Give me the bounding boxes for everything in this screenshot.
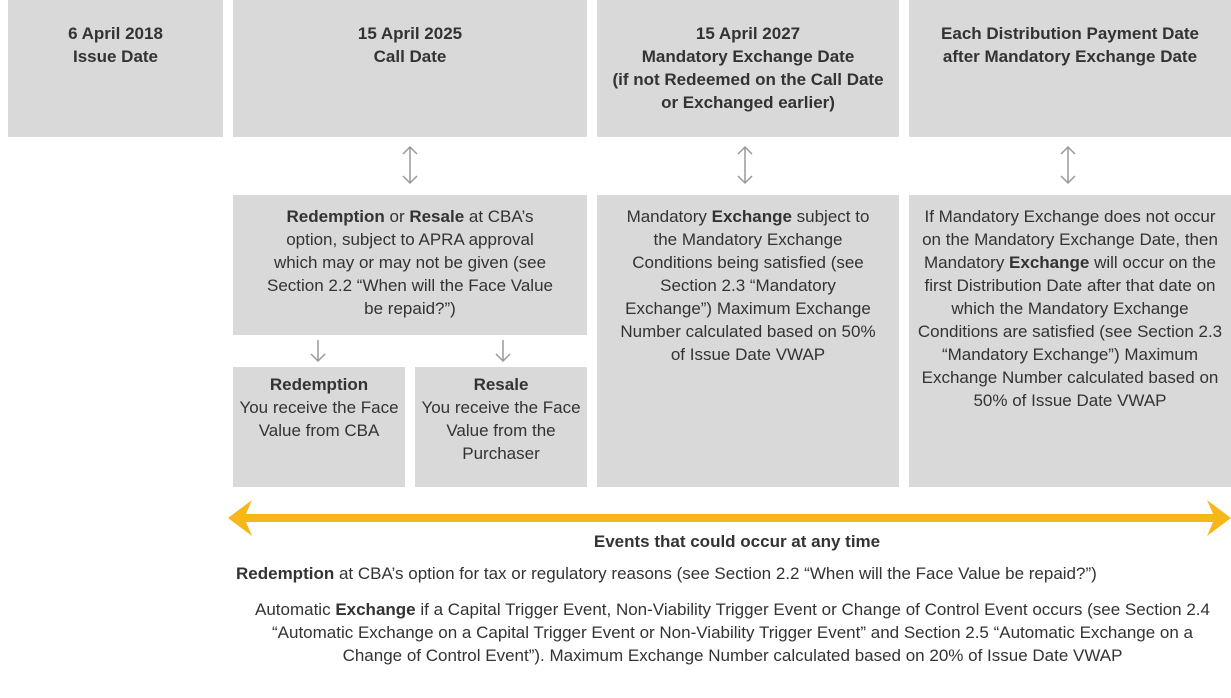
- text: subject to the Mandatory Exchange Condit…: [620, 207, 876, 364]
- outcome-text: You receive the Face Value from the Purc…: [421, 398, 581, 463]
- outcome-box: Redemption You receive the Face Value fr…: [233, 367, 405, 487]
- heading-line: Each Distribution Payment Date after Man…: [941, 24, 1199, 66]
- text: will occur on the first Distribution Dat…: [917, 253, 1223, 410]
- double-arrow: [737, 145, 753, 185]
- down-arrow: [310, 340, 326, 363]
- timeline-arrow: [228, 500, 1231, 536]
- heading-line: 6 April 2018: [68, 24, 163, 43]
- double-arrow: [1060, 145, 1076, 185]
- double-arrow: [402, 145, 418, 185]
- text: If Mandatory Exchange does not occur on …: [922, 207, 1218, 272]
- mandatory-box: 15 April 2027 Mandatory Exchange Date (i…: [597, 0, 899, 137]
- bold-text: Exchange: [711, 207, 792, 226]
- any-time-item: Redemption at CBA’s option for tax or re…: [236, 562, 1231, 585]
- double-arrows: [310, 145, 1076, 363]
- call-box: 15 April 2025 Call Date: [233, 0, 587, 137]
- outcome-box: Resale You receive the Face Value from t…: [415, 367, 587, 487]
- bold-text: Exchange: [335, 600, 416, 619]
- heading-line: Issue Date: [72, 47, 159, 66]
- mandatory-body: Mandatory Exchange subject to the Mandat…: [597, 195, 899, 487]
- bold-text: Redemption: [286, 207, 385, 226]
- heading-line: Mandatory Exchange Date: [641, 47, 855, 66]
- text: if a Capital Trigger Event, Non-Viabilit…: [271, 600, 1210, 665]
- text: Mandatory: [626, 207, 712, 226]
- distribution-box: Each Distribution Payment Date after Man…: [909, 0, 1231, 137]
- text: at CBA’s option for tax or regulatory re…: [334, 564, 1097, 583]
- text: Automatic: [255, 600, 336, 619]
- call-body: Redemption or Resale at CBA’s option, su…: [233, 195, 587, 335]
- heading-line: Call Date: [373, 47, 447, 66]
- heading-line: (if not Redeemed on the Call Date or Exc…: [612, 70, 884, 112]
- bold-text: Redemption: [236, 564, 335, 583]
- text: or: [384, 207, 410, 226]
- heading-line: 15 April 2027: [695, 24, 801, 43]
- distribution-body: If Mandatory Exchange does not occur on …: [909, 195, 1231, 487]
- any-time-title: Events that could occur at any time: [593, 532, 881, 551]
- bold-text: Exchange: [1009, 253, 1090, 272]
- outcome-text: You receive the Face Value from CBA: [239, 398, 399, 440]
- text: at CBA’s option, subject to APRA approva…: [267, 207, 553, 318]
- heading-line: 15 April 2025: [357, 24, 463, 43]
- any-time-item: Automatic Exchange if a Capital Trigger …: [240, 598, 1225, 667]
- outcome-title: Resale: [473, 375, 529, 394]
- outcome-title: Redemption: [269, 375, 369, 394]
- issue-box: 6 April 2018 Issue Date: [8, 0, 223, 137]
- bold-text: Resale: [409, 207, 465, 226]
- down-arrow: [495, 340, 511, 363]
